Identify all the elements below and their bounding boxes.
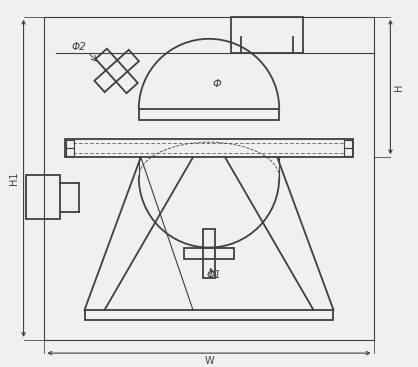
Text: Φ2: Φ2 (71, 42, 86, 52)
Bar (26, 175, 61, 219)
Text: W: W (204, 356, 214, 366)
Bar (84, 310, 334, 320)
Text: Φ1: Φ1 (206, 270, 221, 280)
Bar (94, 50, 139, 92)
Bar (66, 140, 74, 148)
Bar (66, 148, 74, 156)
Text: Φ: Φ (213, 79, 222, 89)
Bar (64, 139, 354, 157)
Bar (139, 109, 279, 120)
Bar (344, 140, 352, 148)
Bar (184, 248, 234, 259)
Text: H1: H1 (8, 171, 18, 185)
Bar (96, 49, 138, 93)
Text: H: H (394, 83, 404, 91)
Bar (344, 148, 352, 156)
Bar (204, 229, 214, 279)
Bar (231, 17, 303, 53)
Bar (44, 17, 374, 340)
